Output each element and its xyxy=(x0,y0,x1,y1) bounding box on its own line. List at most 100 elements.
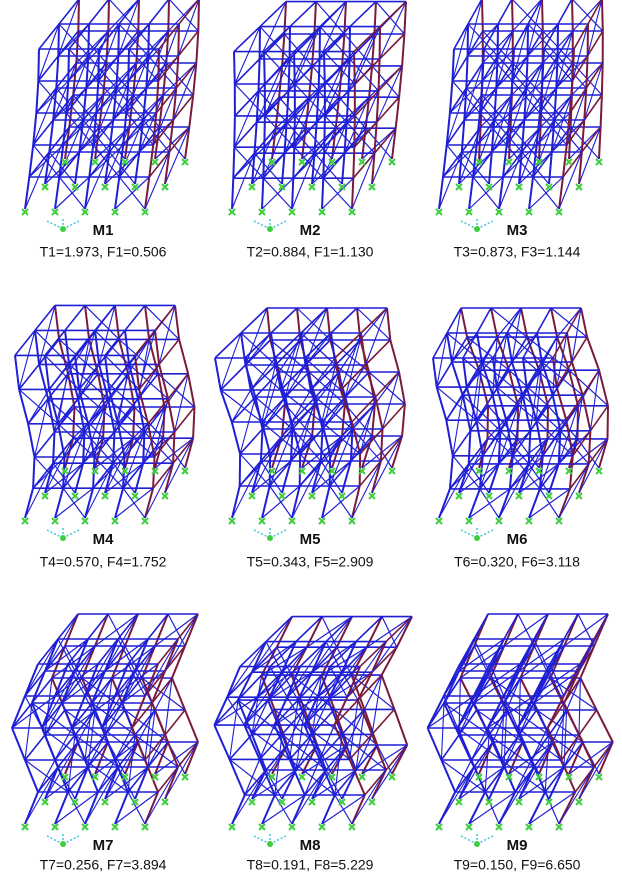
member xyxy=(450,456,453,489)
member xyxy=(380,2,406,27)
support xyxy=(142,824,148,830)
member xyxy=(232,486,240,518)
support xyxy=(456,799,462,805)
member xyxy=(38,767,58,792)
member xyxy=(587,337,599,370)
member xyxy=(85,305,89,339)
member xyxy=(270,429,292,454)
member xyxy=(559,464,589,518)
support xyxy=(359,159,365,165)
member xyxy=(441,703,444,760)
member xyxy=(263,147,264,178)
member xyxy=(55,305,59,339)
support xyxy=(466,824,472,830)
member xyxy=(116,56,118,88)
support xyxy=(299,774,305,780)
support xyxy=(516,799,522,805)
member xyxy=(564,710,567,767)
member xyxy=(293,147,294,178)
member xyxy=(588,31,603,56)
member xyxy=(78,0,79,31)
support xyxy=(466,518,472,524)
member xyxy=(155,330,159,364)
member xyxy=(477,308,491,333)
support xyxy=(182,159,188,165)
member xyxy=(25,671,45,696)
member xyxy=(469,177,473,209)
mode-caption: T3=0.873, F3=1.144 xyxy=(454,244,581,260)
member xyxy=(375,397,382,429)
member xyxy=(522,120,525,152)
member xyxy=(246,308,268,365)
member xyxy=(380,34,405,59)
member xyxy=(564,614,578,639)
member xyxy=(85,488,93,518)
member xyxy=(349,59,350,91)
axes-origin xyxy=(474,226,480,232)
member xyxy=(608,406,609,439)
support xyxy=(102,799,108,805)
support xyxy=(576,184,582,190)
page: {"panels": [ {"label": "M1", "caption": … xyxy=(0,0,622,877)
support xyxy=(389,159,395,165)
member xyxy=(519,614,548,671)
member xyxy=(55,177,59,209)
member xyxy=(306,308,328,365)
member xyxy=(323,147,324,178)
support xyxy=(546,184,552,190)
member xyxy=(58,614,78,639)
member xyxy=(366,340,391,365)
member xyxy=(65,614,78,646)
member xyxy=(168,399,174,432)
support xyxy=(496,824,502,830)
member xyxy=(85,767,118,824)
member xyxy=(165,646,185,671)
member xyxy=(173,432,174,463)
member xyxy=(320,2,346,27)
support xyxy=(299,159,305,165)
support xyxy=(526,824,532,830)
member xyxy=(289,59,290,91)
member xyxy=(462,120,465,152)
member xyxy=(583,395,591,431)
member xyxy=(441,735,459,760)
support xyxy=(319,209,325,215)
member xyxy=(394,709,407,745)
member xyxy=(282,34,284,66)
member xyxy=(347,91,349,122)
member xyxy=(115,177,119,209)
member xyxy=(287,91,289,122)
member xyxy=(166,63,193,95)
member xyxy=(396,97,399,128)
member xyxy=(602,0,603,31)
member xyxy=(281,333,301,390)
member xyxy=(168,0,169,31)
support xyxy=(526,518,532,524)
member xyxy=(115,488,123,518)
member xyxy=(227,672,252,697)
member xyxy=(586,56,587,88)
member xyxy=(353,147,354,178)
member xyxy=(537,308,551,333)
member xyxy=(466,63,482,88)
member xyxy=(468,31,483,56)
member xyxy=(485,735,489,792)
member xyxy=(296,617,322,642)
member xyxy=(561,703,564,760)
mode-label: M6 xyxy=(507,531,528,548)
member xyxy=(554,88,556,120)
member xyxy=(350,2,376,27)
mode-caption: T8=0.191, F8=5.229 xyxy=(247,857,374,873)
member xyxy=(523,395,531,431)
member xyxy=(42,671,75,728)
support xyxy=(259,518,265,524)
member xyxy=(569,370,608,406)
support xyxy=(369,799,375,805)
member xyxy=(38,56,58,81)
member xyxy=(586,63,602,88)
member xyxy=(176,56,178,88)
member xyxy=(125,305,145,330)
support xyxy=(162,493,168,499)
member xyxy=(25,792,38,824)
member xyxy=(583,370,599,395)
